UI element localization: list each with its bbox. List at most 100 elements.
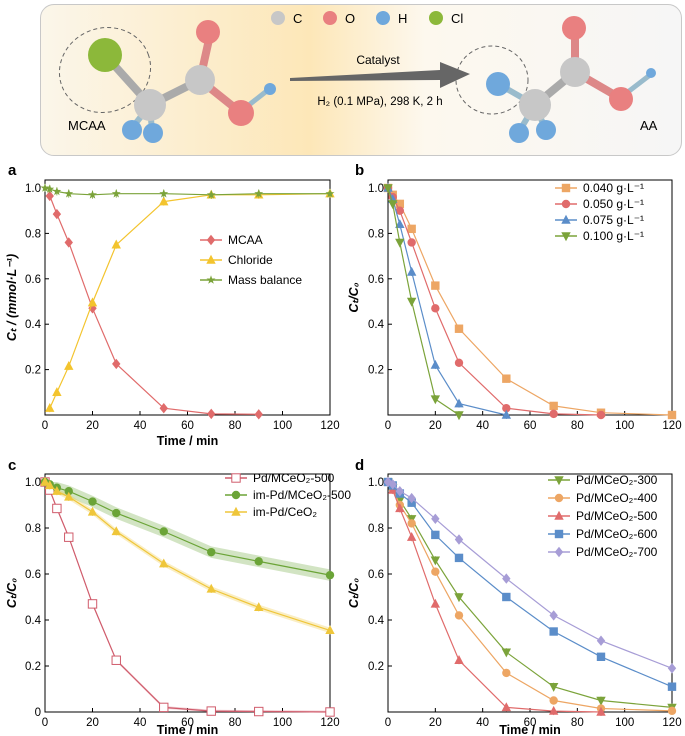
legend-marker: [206, 254, 216, 264]
legend-atom-cl-icon: [429, 11, 443, 25]
data-point: [430, 598, 441, 608]
data-point: [325, 189, 335, 198]
data-point: [406, 532, 417, 541]
highlight-ellipse-right: [455, 45, 529, 115]
data-point: [549, 627, 558, 636]
x-tick-label: 60: [524, 420, 537, 432]
data-point: [207, 408, 216, 420]
data-point: [64, 491, 74, 501]
legend-label: Mass balance: [228, 273, 302, 287]
data-point: [596, 706, 606, 716]
data-point: [87, 297, 98, 307]
data-point: [596, 652, 606, 661]
data-point: [407, 519, 416, 528]
panel-b: b 0 20 40 60 80 100 120 0.2 0.4 0.6 0.8 1.0 Cₜ/C₀ 0.04…: [347, 162, 682, 432]
data-point: [548, 705, 559, 715]
data-point: [454, 358, 464, 367]
data-point: [454, 534, 464, 545]
y-tick-label: 1.0: [368, 183, 384, 195]
reactant-label: MCAA: [68, 118, 106, 133]
legend-marker: [561, 214, 571, 224]
data-point: [64, 532, 74, 542]
data-point: [383, 184, 393, 194]
legend-marker: [554, 476, 564, 486]
panel-letter: a: [8, 162, 17, 179]
data-point: [45, 480, 55, 490]
data-point: [254, 602, 264, 612]
x-tick-label: 0: [42, 420, 48, 432]
data-point: [40, 476, 50, 486]
legend-marker: [231, 490, 241, 500]
data-point: [325, 570, 335, 580]
legend-marker: [554, 493, 564, 503]
series-MCAA: [45, 190, 263, 420]
data-point: [431, 513, 440, 524]
data-point: [395, 199, 405, 209]
y-axis-label: Cₜ/C₀: [347, 282, 361, 312]
data-point: [667, 706, 677, 716]
data-point: [159, 702, 169, 713]
panel-a: a 0 20 40 60 80 100 120 0.2 0.4 0.6 0.8 1.0 Time / mi…: [5, 162, 340, 448]
data-point: [40, 183, 50, 192]
data-point: [454, 398, 464, 408]
data-point: [395, 219, 405, 229]
data-point: [395, 486, 405, 497]
data-point: [454, 553, 464, 563]
panel-c: c 0 20 40 60 80 100 120 0 0.2 0.4 0.6 0.8 1.0 Time / m…: [5, 457, 351, 736]
data-point: [431, 304, 440, 313]
data-point: [52, 208, 62, 220]
data-point: [325, 625, 335, 635]
legend-marker: [554, 546, 564, 558]
data-point: [501, 648, 512, 658]
y-tick-label: 1.0: [25, 477, 41, 489]
x-tick-label: 20: [86, 717, 99, 729]
data-point: [502, 573, 511, 584]
data-point: [45, 402, 55, 412]
y-tick-label: 1.0: [25, 183, 41, 195]
legend-atom-label: Cl: [451, 11, 463, 26]
y-tick-label: 0.4: [368, 319, 385, 331]
legend-marker: [554, 529, 564, 539]
y-tick-label: 0: [35, 707, 41, 719]
data-point: [159, 527, 168, 536]
x-tick-label: 20: [86, 420, 99, 432]
y-tick-label: 0.6: [368, 569, 384, 581]
y-tick-label: 0.6: [368, 274, 384, 286]
legend-label: Chloride: [228, 253, 273, 267]
x-tick-label: 120: [320, 717, 339, 729]
x-tick-label: 40: [134, 717, 147, 729]
data-point: [254, 189, 264, 198]
y-axis-label: Cₜ / (mmol·L⁻¹): [5, 254, 19, 341]
data-point: [206, 706, 216, 716]
x-tick-label: 80: [229, 717, 242, 729]
legend-label: Pd/MCeO₂-600: [576, 527, 658, 541]
legend-marker: [561, 183, 571, 193]
data-point: [52, 486, 62, 495]
panel-letter: d: [355, 457, 364, 474]
data-point: [596, 410, 606, 420]
x-tick-label: 100: [273, 717, 292, 729]
y-axis-label: Cₜ/C₀: [5, 578, 19, 608]
data-point: [395, 206, 405, 215]
data-point: [454, 611, 464, 620]
x-tick-label: 20: [429, 420, 442, 432]
y-tick-label: 0.2: [25, 661, 41, 673]
legend-atom-o-icon: [323, 11, 337, 25]
legend-atom-h-icon: [376, 11, 390, 25]
x-tick-label: 60: [524, 717, 537, 729]
data-point: [407, 492, 416, 504]
product-label: AA: [640, 118, 658, 133]
x-tick-label: 0: [385, 717, 391, 729]
x-tick-label: 0: [42, 717, 48, 729]
highlight-ellipse-left: [58, 27, 152, 113]
data-point: [111, 189, 121, 198]
y-tick-label: 0.6: [25, 274, 41, 286]
data-point: [111, 655, 121, 665]
series-Pd/MCeO₂-500: [383, 476, 606, 716]
legend-atom-c-icon: [271, 11, 285, 25]
data-point: [431, 281, 440, 290]
data-point: [502, 592, 511, 602]
data-point: [111, 526, 121, 536]
legend-label: Pd/MCeO₂-400: [576, 491, 658, 505]
data-point: [159, 189, 169, 198]
